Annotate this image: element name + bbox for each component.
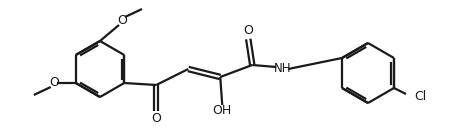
Text: O: O bbox=[49, 76, 58, 90]
Text: OH: OH bbox=[212, 104, 232, 117]
Text: O: O bbox=[243, 25, 253, 38]
Text: O: O bbox=[151, 112, 161, 125]
Text: Cl: Cl bbox=[413, 90, 425, 103]
Text: NH: NH bbox=[273, 63, 290, 75]
Text: O: O bbox=[117, 14, 127, 27]
